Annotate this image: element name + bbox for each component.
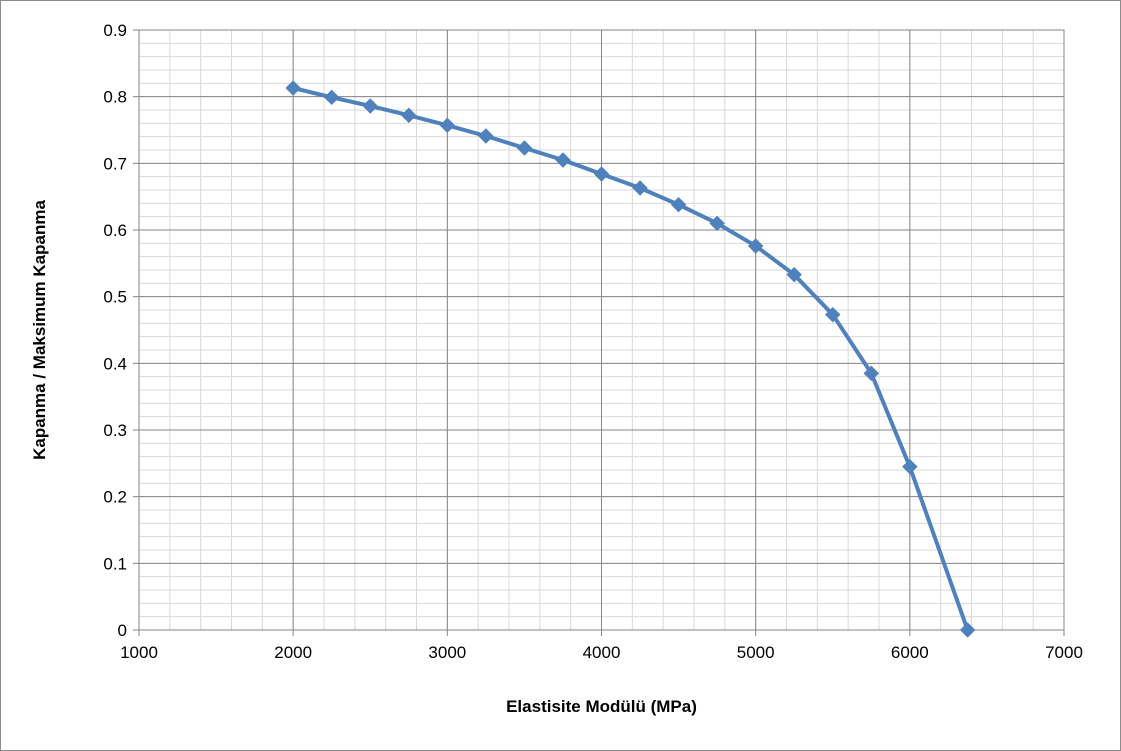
x-tick-label: 5000 [737, 643, 775, 662]
data-point-marker [324, 89, 340, 106]
y-tick-label: 0 [118, 621, 127, 640]
y-tick-label: 0.1 [103, 554, 127, 573]
data-point-marker [747, 238, 764, 254]
y-tick-label: 0.8 [103, 88, 127, 107]
y-tick-label: 0.7 [103, 154, 127, 173]
y-tick-label: 0.5 [103, 288, 127, 307]
data-point-marker [709, 215, 725, 232]
y-tick-label: 0.9 [103, 21, 127, 40]
x-tick-label: 3000 [428, 643, 466, 662]
data-point-marker [439, 117, 456, 134]
x-axis-tick-labels: 1000 2000 3000 4000 5000 6000 7000 [120, 630, 1083, 662]
data-point-marker [902, 458, 918, 475]
x-tick-label: 6000 [891, 643, 929, 662]
data-point-marker [863, 365, 879, 382]
y-axis-tick-labels: 0 0.1 0.2 0.3 0.4 0.5 0.6 0.7 0.8 0.9 [103, 21, 139, 640]
data-point-marker [825, 306, 841, 323]
y-tick-label: 0.2 [103, 488, 127, 507]
x-axis-title: Elastisite Modülü (MPa) [506, 697, 697, 716]
data-point-marker [362, 98, 378, 114]
data-point-marker [555, 152, 571, 168]
data-point-marker [516, 140, 533, 156]
y-tick-label: 0.3 [103, 421, 127, 440]
data-point-marker [632, 180, 648, 196]
x-tick-label: 1000 [120, 643, 158, 662]
data-point-marker [670, 196, 687, 213]
y-tick-label: 0.6 [103, 221, 127, 240]
data-point-marker [959, 622, 976, 638]
data-point-marker [786, 266, 802, 283]
series-line [292, 86, 970, 631]
data-point-marker [401, 107, 417, 124]
y-tick-label: 0.4 [103, 354, 127, 373]
series-group [285, 80, 976, 638]
data-point-marker [478, 128, 494, 144]
x-tick-label: 4000 [583, 643, 621, 662]
x-tick-label: 7000 [1045, 643, 1083, 662]
x-tick-label: 2000 [274, 643, 312, 662]
data-point-marker [593, 166, 610, 182]
data-point-marker [285, 80, 301, 96]
y-axis-title: Kapanma / Maksimum Kapanma [30, 200, 49, 460]
major-gridlines [138, 29, 1065, 631]
